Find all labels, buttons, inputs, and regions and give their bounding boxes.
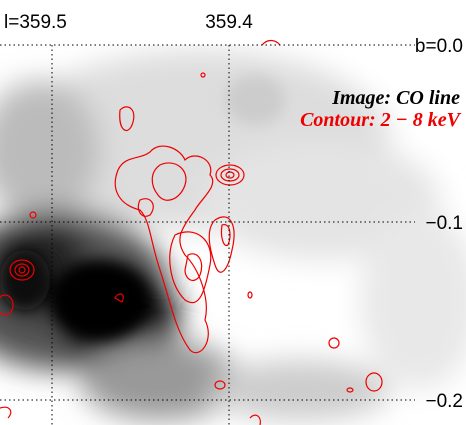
figure: l=359.5 359.4 b=0.0 −0.1 −0.2 Image: CO … — [0, 0, 466, 425]
right-label: b=0.0 — [415, 36, 463, 57]
legend-contour: Contour: 2 − 8 keV — [300, 109, 462, 131]
right-label: −0.1 — [425, 213, 463, 234]
top-label: 359.4 — [205, 12, 253, 33]
legend-image: Image: CO line — [331, 87, 460, 109]
right-label: −0.2 — [425, 391, 463, 412]
top-label: l=359.5 — [4, 12, 67, 33]
